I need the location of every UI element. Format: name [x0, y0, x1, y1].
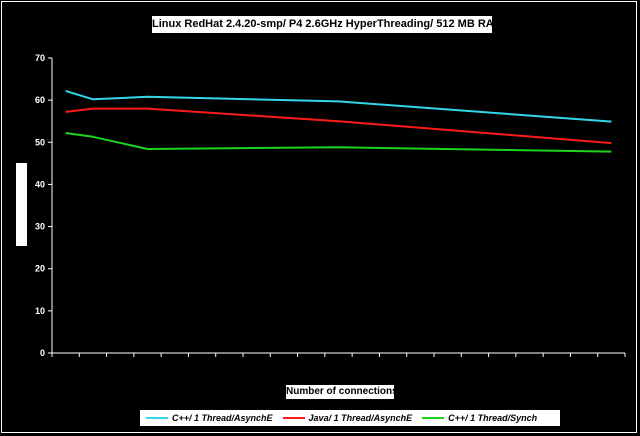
- series-line-1: [65, 107, 612, 145]
- series-line-0: [65, 89, 612, 123]
- y-tick-label-1: 10: [35, 306, 45, 316]
- chart-title: Linux RedHat 2.4.20-smp/ P4 2.6GHz Hyper…: [152, 16, 492, 33]
- legend: C++/ 1 Thread/AsynchE Java/ 1 Thread/Asy…: [140, 410, 560, 426]
- x-axis-label: Number of connections: [286, 385, 398, 399]
- legend-label-1: Java/ 1 Thread/AsynchE: [308, 413, 413, 423]
- legend-label-2: C++/ 1 Thread/Synch: [448, 413, 538, 423]
- y-tick-label-0: 0: [40, 348, 45, 358]
- legend-item-0: C++/ 1 Thread/AsynchE: [146, 413, 273, 423]
- legend-swatch-2: [422, 417, 445, 419]
- legend-item-2: C++/ 1 Thread/Synch: [422, 413, 537, 423]
- y-tick-label-4: 40: [35, 179, 45, 189]
- series-line-2: [65, 132, 612, 153]
- y-tick-label-6: 60: [35, 95, 45, 105]
- legend-swatch-0: [146, 417, 168, 419]
- y-tick-label-5: 50: [35, 137, 45, 147]
- y-tick-label-2: 20: [35, 264, 45, 274]
- legend-swatch-1: [282, 417, 305, 419]
- y-tick-label-3: 30: [35, 222, 45, 232]
- y-axis-label-box: [16, 163, 27, 246]
- legend-item-1: Java/ 1 Thread/AsynchE: [282, 413, 413, 423]
- y-tick-label-7: 70: [35, 53, 45, 63]
- legend-label-0: C++/ 1 Thread/AsynchE: [172, 413, 273, 423]
